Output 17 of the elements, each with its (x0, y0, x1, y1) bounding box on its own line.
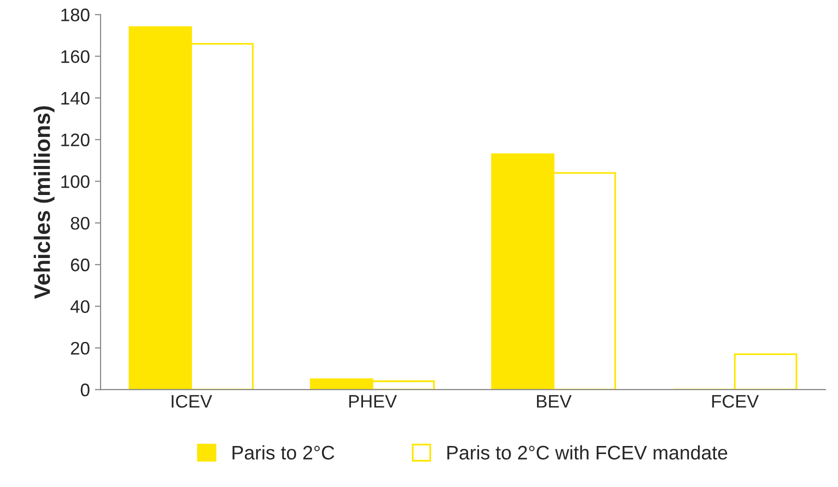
y-tick-label: 120 (61, 134, 90, 146)
y-tick-label: 80 (70, 216, 90, 230)
y-tick-label: 20 (70, 342, 90, 355)
x-tick-label: BEV (537, 395, 572, 408)
x-tick-label: PHEV (349, 395, 397, 408)
legend-label: Paris to 2°C with FCEV mandate (447, 445, 728, 460)
x-tick-label: FCEV (712, 394, 759, 408)
y-tick-label: 160 (61, 50, 90, 63)
y-tick-label: 140 (61, 92, 90, 105)
y-tick-label: 40 (70, 300, 90, 313)
x-tick-label: ICEV (172, 394, 212, 408)
y-tick-label: 0 (80, 384, 90, 396)
legend-label: Paris to 2°C (232, 445, 334, 460)
y-tick-label: 60 (70, 258, 90, 272)
y-axis-title: Vehicles (millions) (34, 106, 54, 299)
y-tick-label: 180 (61, 8, 90, 22)
y-tick-label: 100 (61, 175, 90, 188)
